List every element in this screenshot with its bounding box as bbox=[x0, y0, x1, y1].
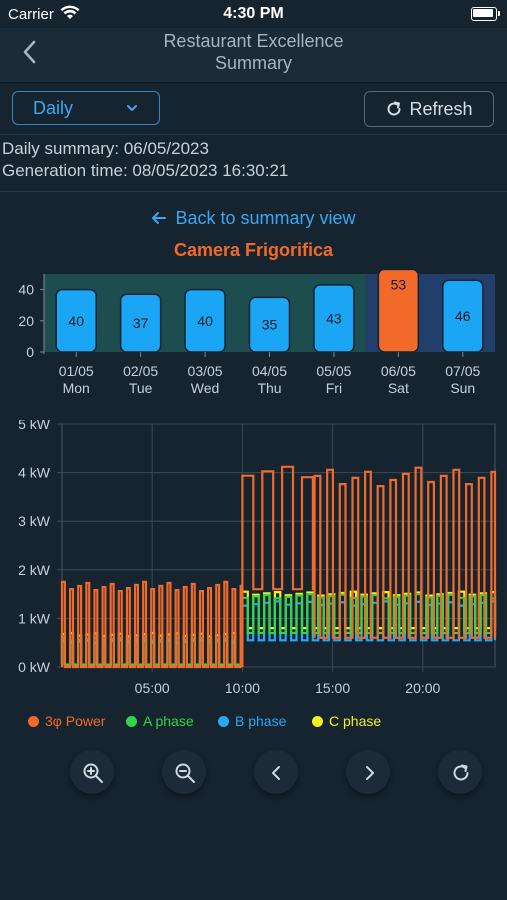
x-tick-label-date: 06/05 bbox=[381, 363, 416, 379]
x-tick-label-date: 07/05 bbox=[445, 363, 480, 379]
legend-label: 3φ Power bbox=[45, 713, 106, 729]
legend-dot bbox=[312, 715, 323, 727]
period-select[interactable]: Daily bbox=[12, 91, 160, 125]
x-tick-label-day: Fri bbox=[326, 380, 342, 396]
legend-dot bbox=[126, 715, 137, 727]
x-tick-label: 05:00 bbox=[135, 680, 170, 696]
x-tick-label: 15:00 bbox=[315, 680, 350, 696]
legend-item-power[interactable]: 3φ Power bbox=[28, 713, 105, 729]
refresh-icon bbox=[388, 101, 401, 116]
summary-info: Daily summary: 06/05/2023 Generation tim… bbox=[0, 138, 507, 192]
x-tick-label-day: Sat bbox=[388, 380, 409, 396]
series-line-3-power bbox=[60, 465, 497, 669]
legend-label: C phase bbox=[329, 713, 382, 729]
zoom-in-button[interactable] bbox=[70, 750, 114, 794]
next-button[interactable] bbox=[346, 750, 390, 794]
zoom-in-icon bbox=[83, 763, 103, 783]
daily-summary-text: Daily summary: 06/05/2023 bbox=[2, 139, 209, 158]
chevron-right-icon bbox=[366, 766, 374, 780]
x-tick-label-date: 02/05 bbox=[123, 363, 158, 379]
y-tick-label: 0 kW bbox=[18, 659, 51, 675]
clock: 4:30 PM bbox=[223, 5, 284, 22]
y-tick-label: 1 kW bbox=[18, 610, 51, 626]
refresh-icon bbox=[453, 764, 469, 781]
navigation-bar: Restaurant Excellence Summary bbox=[0, 28, 507, 83]
refresh-label: Refresh bbox=[409, 99, 473, 119]
back-to-summary-link[interactable]: Back to summary view bbox=[0, 208, 507, 229]
y-tick-label: 40 bbox=[18, 282, 34, 298]
chevron-down-icon bbox=[127, 105, 137, 111]
y-tick-label: 3 kW bbox=[18, 513, 51, 529]
y-tick-label: 2 kW bbox=[18, 562, 51, 578]
legend-label: B phase bbox=[235, 713, 287, 729]
power-line-chart[interactable]: 0 kW 1 kW 2 kW 3 kW 4 kW 5 kW 05:00 10:00 15:00 2… bbox=[0, 420, 507, 705]
chart-legend: 3φ Power A phase B phase C phase bbox=[28, 713, 498, 733]
chart-controls bbox=[0, 750, 507, 800]
legend-item-a-phase[interactable]: A phase bbox=[126, 713, 194, 729]
x-tick-label-day: Sun bbox=[450, 380, 475, 396]
x-tick-label: 20:00 bbox=[405, 680, 440, 696]
chevron-left-icon bbox=[272, 766, 280, 780]
y-tick-label: 4 kW bbox=[18, 465, 51, 481]
previous-button[interactable] bbox=[254, 750, 298, 794]
refresh-button[interactable]: Refresh bbox=[364, 91, 494, 127]
back-to-summary-label: Back to summary view bbox=[175, 208, 356, 228]
x-tick-label-day: Wed bbox=[191, 380, 220, 396]
bar-value-label: 40 bbox=[68, 313, 84, 329]
y-tick-label: 20 bbox=[18, 313, 34, 329]
bar-value-label: 35 bbox=[262, 317, 278, 333]
carrier-label: Carrier bbox=[8, 6, 54, 23]
page-title-line2: Summary bbox=[214, 53, 292, 73]
y-tick-label: 0 bbox=[26, 344, 34, 360]
x-tick-label-day: Thu bbox=[257, 380, 281, 396]
bar-value-label: 46 bbox=[455, 308, 471, 324]
zoom-out-button[interactable] bbox=[162, 750, 206, 794]
page-title-line1: Restaurant Excellence bbox=[163, 31, 344, 51]
device-name: Camera Frigorifica bbox=[173, 240, 334, 260]
battery-icon bbox=[471, 7, 500, 21]
status-bar: Carrier 4:30 PM bbox=[0, 0, 507, 28]
arrow-left-icon bbox=[152, 211, 167, 224]
bar-value-label: 40 bbox=[197, 313, 213, 329]
x-tick-label-date: 05/05 bbox=[316, 363, 351, 379]
legend-item-b-phase[interactable]: B phase bbox=[218, 713, 286, 729]
x-tick-label-date: 01/05 bbox=[59, 363, 94, 379]
legend-item-c-phase[interactable]: C phase bbox=[312, 713, 381, 729]
chevron-left-icon[interactable] bbox=[16, 38, 44, 66]
x-tick-label: 10:00 bbox=[225, 680, 260, 696]
x-tick-label-day: Mon bbox=[63, 380, 90, 396]
x-tick-label-day: Tue bbox=[129, 380, 153, 396]
legend-dot bbox=[28, 715, 39, 727]
toolbar: Daily Refresh bbox=[0, 82, 507, 135]
bar-value-label: 53 bbox=[391, 276, 407, 292]
x-tick-label-date: 03/05 bbox=[188, 363, 223, 379]
wifi-icon bbox=[60, 5, 80, 19]
zoom-out-icon bbox=[175, 763, 195, 783]
period-select-value: Daily bbox=[33, 98, 74, 118]
legend-dot bbox=[218, 715, 229, 727]
generation-time-text: Generation time: 08/05/2023 16:30:21 bbox=[2, 161, 289, 180]
y-tick-label: 5 kW bbox=[18, 420, 51, 432]
reset-zoom-button[interactable] bbox=[438, 750, 482, 794]
bar-value-label: 43 bbox=[326, 310, 342, 326]
legend-label: A phase bbox=[143, 713, 194, 729]
page-title: Restaurant Excellence Summary bbox=[100, 30, 407, 74]
bar-value-label: 37 bbox=[133, 315, 149, 331]
x-tick-label-date: 04/05 bbox=[252, 363, 287, 379]
